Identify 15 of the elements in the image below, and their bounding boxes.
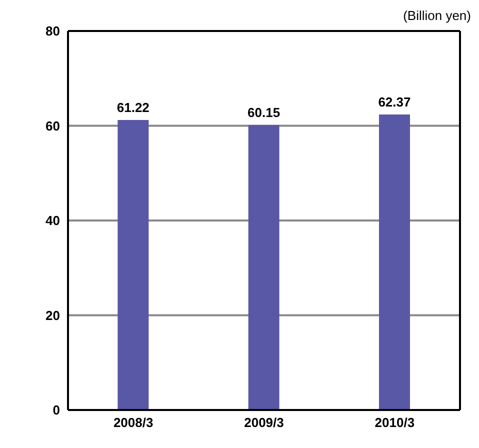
data-label: 62.37: [378, 94, 411, 110]
bar: [248, 125, 280, 410]
y-tick-label: 60: [46, 118, 60, 134]
data-label: 60.15: [248, 105, 280, 120]
data-label: 61.22: [116, 100, 150, 115]
x-tick-label: 2008/3: [113, 415, 154, 430]
bar: [118, 120, 149, 410]
x-tick-label: 2010/3: [374, 415, 415, 430]
y-tick-label: 80: [46, 24, 60, 39]
bar: [378, 114, 410, 410]
y-tick-label: 20: [46, 308, 60, 323]
x-tick-label: 2009/3: [244, 415, 284, 430]
text: (Billion yen): [403, 8, 471, 23]
y-tick-label: 0: [52, 402, 60, 418]
y-tick-label: 40: [46, 213, 60, 228]
